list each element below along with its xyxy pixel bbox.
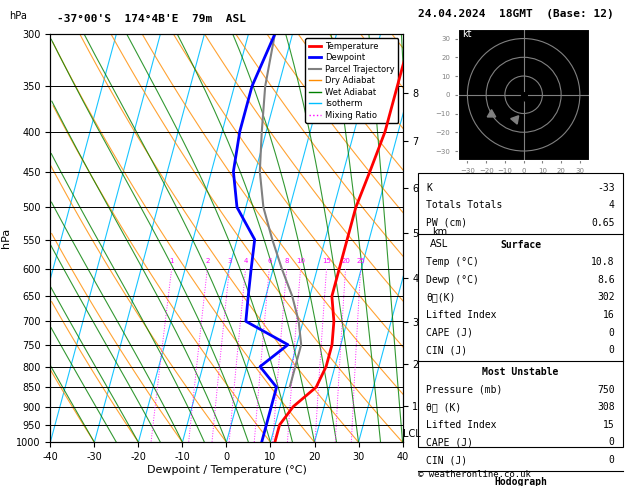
Text: 4: 4 xyxy=(243,258,248,264)
Text: Temp (°C): Temp (°C) xyxy=(426,257,479,267)
Text: 0: 0 xyxy=(609,455,615,465)
Text: Most Unstable: Most Unstable xyxy=(482,367,559,377)
Text: θᴀ (K): θᴀ (K) xyxy=(426,402,462,412)
Text: 15: 15 xyxy=(322,258,331,264)
Y-axis label: km
ASL: km ASL xyxy=(430,227,448,249)
Text: 16: 16 xyxy=(603,310,615,320)
Text: 2: 2 xyxy=(205,258,209,264)
Text: Pressure (mb): Pressure (mb) xyxy=(426,385,503,395)
Text: 6: 6 xyxy=(267,258,272,264)
Text: 0: 0 xyxy=(609,328,615,338)
Text: CIN (J): CIN (J) xyxy=(426,345,467,355)
Text: 15: 15 xyxy=(603,420,615,430)
Text: 0: 0 xyxy=(609,437,615,448)
Text: 4: 4 xyxy=(609,200,615,210)
Text: 24.04.2024  18GMT  (Base: 12): 24.04.2024 18GMT (Base: 12) xyxy=(418,9,614,19)
Text: 3: 3 xyxy=(227,258,231,264)
Text: 308: 308 xyxy=(597,402,615,412)
Text: 0: 0 xyxy=(609,345,615,355)
Text: 1: 1 xyxy=(169,258,174,264)
Text: -37°00'S  174°4B'E  79m  ASL: -37°00'S 174°4B'E 79m ASL xyxy=(57,14,245,24)
Text: 10.8: 10.8 xyxy=(591,257,615,267)
Text: Hodograph: Hodograph xyxy=(494,477,547,486)
X-axis label: Dewpoint / Temperature (°C): Dewpoint / Temperature (°C) xyxy=(147,465,306,475)
Text: 302: 302 xyxy=(597,293,615,302)
Text: LCL: LCL xyxy=(403,429,421,439)
Text: 20: 20 xyxy=(341,258,350,264)
Text: CAPE (J): CAPE (J) xyxy=(426,437,474,448)
Legend: Temperature, Dewpoint, Parcel Trajectory, Dry Adiabat, Wet Adiabat, Isotherm, Mi: Temperature, Dewpoint, Parcel Trajectory… xyxy=(306,38,398,123)
Text: 0.65: 0.65 xyxy=(591,218,615,228)
Y-axis label: hPa: hPa xyxy=(1,228,11,248)
Text: CAPE (J): CAPE (J) xyxy=(426,328,474,338)
Text: hPa: hPa xyxy=(9,12,27,21)
Text: 750: 750 xyxy=(597,385,615,395)
Text: kt: kt xyxy=(462,29,471,39)
Text: Surface: Surface xyxy=(500,240,541,250)
Text: Totals Totals: Totals Totals xyxy=(426,200,503,210)
Text: CIN (J): CIN (J) xyxy=(426,455,467,465)
Text: 10: 10 xyxy=(296,258,305,264)
Text: © weatheronline.co.uk: © weatheronline.co.uk xyxy=(418,470,531,479)
Text: 8: 8 xyxy=(284,258,289,264)
Text: 8.6: 8.6 xyxy=(597,275,615,285)
Text: K: K xyxy=(426,183,432,192)
Text: θᴀ(K): θᴀ(K) xyxy=(426,293,456,302)
Text: Lifted Index: Lifted Index xyxy=(426,420,497,430)
Text: 25: 25 xyxy=(356,258,365,264)
Text: -33: -33 xyxy=(597,183,615,192)
Text: Dewp (°C): Dewp (°C) xyxy=(426,275,479,285)
Text: PW (cm): PW (cm) xyxy=(426,218,467,228)
Text: Lifted Index: Lifted Index xyxy=(426,310,497,320)
